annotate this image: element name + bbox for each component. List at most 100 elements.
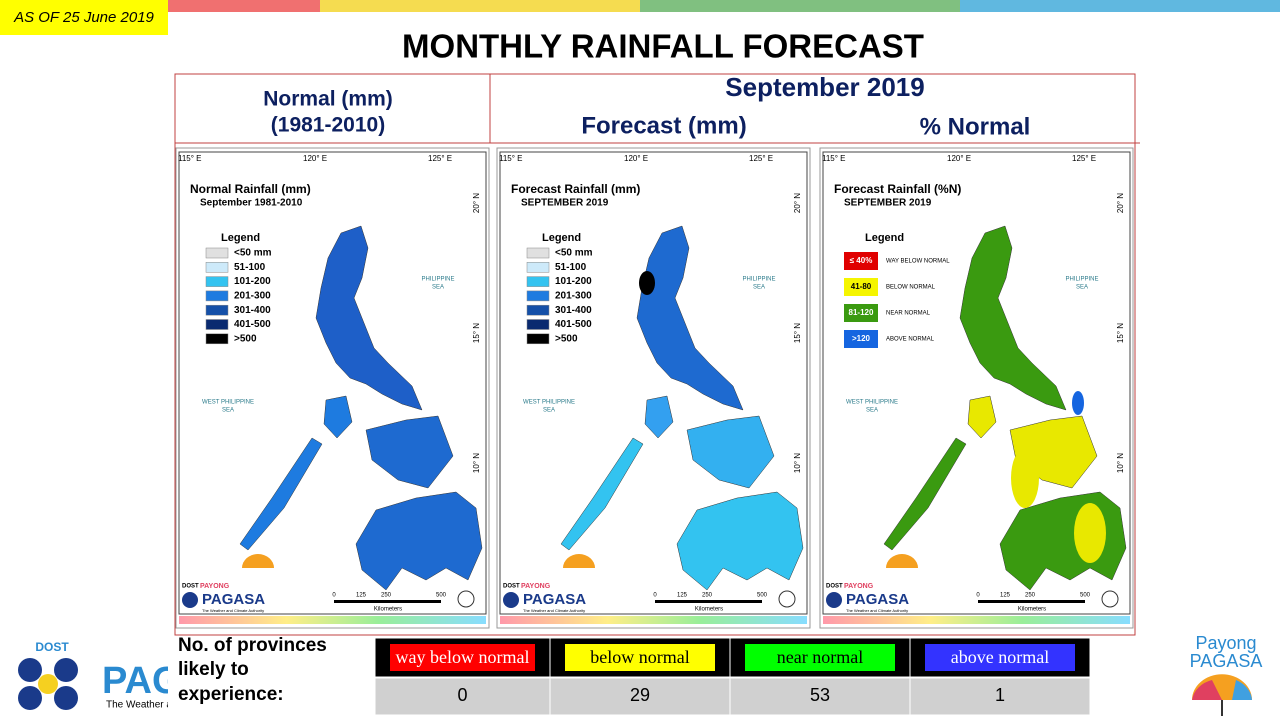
- sea-label: WEST PHILIPPINE: [846, 400, 898, 406]
- umbrella: [242, 554, 274, 568]
- scale-label: 0: [332, 593, 336, 599]
- legend-label: <50 mm: [555, 248, 593, 259]
- heading: September 2019: [725, 72, 924, 102]
- legend-swatch: [205, 247, 229, 259]
- logo: [18, 658, 42, 682]
- cell-value: 29: [630, 685, 650, 705]
- scale-unit: Kilometers: [1018, 607, 1046, 613]
- lat-label: 10° N: [472, 453, 481, 473]
- logo-text: The Weather and Climate Authority: [846, 608, 908, 613]
- map-panel: 115° E 120° E 125° E 20° N 15° N 10° N Normal …: [175, 147, 490, 629]
- legend-label: 81-120: [849, 308, 874, 317]
- map-frame: [499, 151, 808, 615]
- legend-label: 51-100: [555, 262, 587, 273]
- logo-text: DOST: [182, 584, 199, 590]
- map-subtitle: September 1981-2010: [200, 198, 303, 209]
- scale-label: 0: [653, 593, 657, 599]
- umbrella: [886, 554, 918, 568]
- lat-label: 15° N: [793, 323, 802, 343]
- scale-label: 125: [356, 593, 367, 599]
- umbrella: [563, 554, 595, 568]
- sea-label: PHILIPPINE: [742, 277, 775, 283]
- legend-swatch: [205, 333, 229, 345]
- lat-label: 15° N: [1116, 323, 1125, 343]
- sea-label: SEA: [753, 285, 765, 291]
- legend-label: 41-80: [851, 282, 872, 291]
- legend-swatch: [205, 276, 229, 287]
- legend-swatch: [526, 262, 550, 273]
- caption: likely to: [178, 659, 249, 680]
- legend-swatch: [526, 319, 550, 330]
- map-panel: 115° E 120° E 125° E 20° N 15° N 10° N Forecas…: [819, 147, 1134, 629]
- legend-desc: BELOW NORMAL: [886, 285, 936, 291]
- footer-text: Payong: [1195, 633, 1256, 653]
- scale-label: 250: [381, 593, 392, 599]
- lat-label: 15° N: [472, 323, 481, 343]
- footer-text: DOST: [35, 640, 69, 654]
- sea-label: SEA: [543, 408, 555, 414]
- legend-desc: NEAR NORMAL: [886, 311, 931, 317]
- cell-value: 53: [810, 685, 830, 705]
- legend-desc: WAY BELOW NORMAL: [886, 259, 950, 265]
- scale-label: 500: [757, 593, 768, 599]
- logo-text: PAYONG: [521, 583, 551, 590]
- scale-label: 500: [436, 593, 447, 599]
- top-bar: [320, 0, 640, 12]
- scale-label: 250: [1025, 593, 1036, 599]
- cell: [729, 677, 911, 716]
- lat-label: 20° N: [1116, 193, 1125, 213]
- logo-text: PAYONG: [844, 583, 874, 590]
- footer-text: PAGASA: [1190, 651, 1263, 671]
- strip: [500, 616, 807, 624]
- map-subtitle: SEPTEMBER 2019: [844, 198, 932, 209]
- lon-label: 125° E: [1072, 154, 1096, 163]
- map-title: Forecast Rainfall (%N): [834, 182, 961, 196]
- scale-label: 125: [677, 593, 688, 599]
- logo: [18, 686, 42, 710]
- top-bar: [960, 0, 1280, 12]
- legend-swatch: [205, 319, 229, 330]
- lon-label: 125° E: [428, 154, 452, 163]
- clip: PAGASA The Weather and Climate Authority: [102, 660, 261, 711]
- legend-label: 401-500: [234, 319, 271, 330]
- scale-unit: Kilometers: [374, 607, 402, 613]
- lon-label: 120° E: [624, 154, 648, 163]
- legend-title: Legend: [865, 232, 904, 244]
- map-frame: [822, 151, 1131, 615]
- footer-text: The Weather and Climate Authority: [106, 700, 261, 711]
- header-label-bg: [390, 644, 535, 671]
- logo-text: PAGASA: [202, 591, 265, 608]
- logo: [54, 686, 78, 710]
- legend-label: >120: [852, 334, 871, 343]
- north-arrow: [778, 590, 796, 608]
- heading: Forecast (mm): [581, 112, 746, 139]
- logo: [182, 592, 198, 608]
- strip: [823, 616, 1130, 624]
- scale-bar: [334, 600, 441, 603]
- lon-label: 115° E: [178, 154, 202, 163]
- title: MONTHLY RAINFALL FORECAST: [402, 28, 924, 65]
- header-label: above normal: [951, 647, 1049, 667]
- legend-swatch: [844, 330, 878, 348]
- scale-label: 125: [1000, 593, 1011, 599]
- region: [1011, 448, 1039, 508]
- scale-bar: [978, 600, 1085, 603]
- map-title: Normal Rainfall (mm): [190, 182, 311, 196]
- caption: No. of provinces: [178, 635, 327, 656]
- lat-label: 20° N: [472, 193, 481, 213]
- legend-swatch: [526, 290, 550, 302]
- logo: [38, 674, 58, 694]
- logo-text: The Weather and Climate Authority: [202, 608, 264, 613]
- logo-text: The Weather and Climate Authority: [523, 608, 585, 613]
- scale-label: 500: [1080, 593, 1091, 599]
- legend-label: 301-400: [555, 305, 592, 316]
- frame: [174, 73, 1136, 636]
- sea-label: SEA: [222, 408, 234, 414]
- heading: (1981-2010): [271, 114, 385, 137]
- sea-label: SEA: [432, 285, 444, 291]
- lat-label: 10° N: [1116, 453, 1125, 473]
- cell-value: 1: [995, 685, 1005, 705]
- as-of: AS OF 25 June 2019: [13, 9, 154, 26]
- legend-label: 201-300: [555, 291, 592, 302]
- umbrella: [1232, 680, 1252, 700]
